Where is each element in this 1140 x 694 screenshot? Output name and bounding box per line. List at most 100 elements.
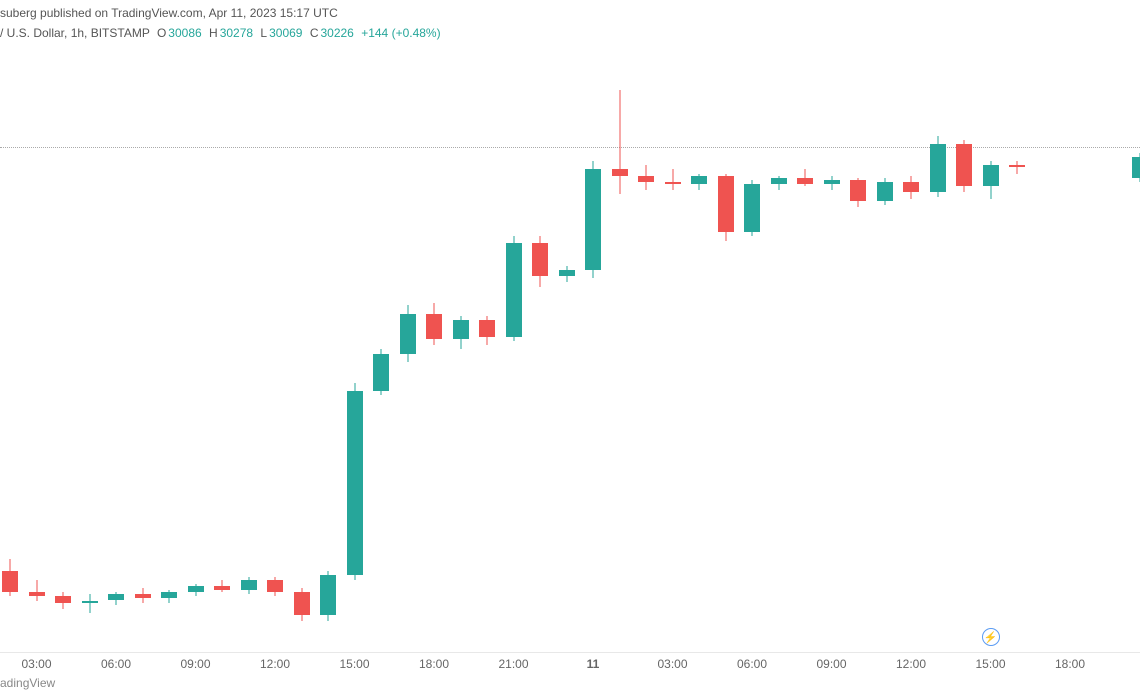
x-axis-label: 11	[587, 657, 600, 671]
publish-text: suberg published on TradingView.com, Apr…	[0, 6, 338, 20]
candle[interactable]	[320, 571, 336, 621]
candle[interactable]	[188, 584, 204, 597]
candle-wick	[1017, 161, 1018, 174]
candle[interactable]	[1132, 153, 1140, 182]
x-axis-label: 06:00	[737, 657, 767, 671]
candle-body	[214, 586, 230, 590]
candle-body	[930, 144, 946, 192]
x-axis-label: 09:00	[816, 657, 846, 671]
candle-body	[294, 592, 310, 615]
candle[interactable]	[930, 136, 946, 197]
candle-body	[956, 144, 972, 186]
candle[interactable]	[506, 236, 522, 341]
candle-body	[1132, 157, 1140, 178]
candle-body	[479, 320, 495, 337]
candle[interactable]	[373, 349, 389, 395]
candle[interactable]	[612, 90, 628, 195]
candle[interactable]	[214, 580, 230, 593]
candle[interactable]	[82, 594, 98, 613]
x-axis: 03:0006:0009:0012:0015:0018:0021:001103:…	[0, 652, 1140, 670]
symbol-ohlc-line: / U.S. Dollar, 1h, BITSTAMP O30086 H3027…	[0, 26, 441, 40]
candle-body	[82, 601, 98, 603]
x-axis-label: 18:00	[1055, 657, 1085, 671]
ohlc-o-label: O	[157, 26, 166, 40]
candle-body	[850, 180, 866, 201]
candle[interactable]	[400, 305, 416, 362]
chart-plot-area[interactable]	[0, 48, 1140, 634]
candle[interactable]	[479, 316, 495, 345]
x-axis-label: 18:00	[419, 657, 449, 671]
candle-body	[559, 270, 575, 276]
candle-body	[983, 165, 999, 186]
candle[interactable]	[161, 590, 177, 603]
candle[interactable]	[2, 559, 18, 597]
candle[interactable]	[453, 316, 469, 349]
candle-body	[665, 182, 681, 184]
candle-body	[718, 176, 734, 233]
publish-info: suberg published on TradingView.com, Apr…	[0, 6, 338, 20]
candle-body	[903, 182, 919, 192]
candle[interactable]	[559, 266, 575, 283]
candle[interactable]	[744, 180, 760, 237]
candle[interactable]	[691, 174, 707, 191]
candle-body	[638, 176, 654, 182]
candle[interactable]	[665, 169, 681, 190]
candle[interactable]	[718, 174, 734, 241]
candle-body	[691, 176, 707, 184]
candle-body	[532, 243, 548, 276]
candle-body	[29, 592, 45, 596]
candle[interactable]	[241, 577, 257, 594]
candle[interactable]	[267, 577, 283, 596]
tradingview-watermark: adingView	[0, 676, 55, 690]
ohlc-o: 30086	[168, 26, 201, 40]
candle[interactable]	[532, 236, 548, 286]
candle[interactable]	[797, 169, 813, 186]
candle-body	[2, 571, 18, 592]
candle[interactable]	[850, 178, 866, 207]
candle-body	[1009, 165, 1025, 167]
candle[interactable]	[956, 140, 972, 192]
x-axis-label: 12:00	[896, 657, 926, 671]
candle[interactable]	[585, 161, 601, 278]
x-axis-label: 06:00	[101, 657, 131, 671]
candle[interactable]	[824, 176, 840, 191]
candle-body	[241, 580, 257, 590]
candle-body	[426, 314, 442, 339]
candle-body	[824, 180, 840, 184]
candle-body	[135, 594, 151, 598]
candle-body	[188, 586, 204, 592]
x-axis-label: 21:00	[498, 657, 528, 671]
candle-body	[453, 320, 469, 339]
candle-body	[55, 596, 71, 602]
candle-wick	[619, 90, 620, 195]
ohlc-h-label: H	[209, 26, 218, 40]
candle-body	[877, 182, 893, 201]
candle[interactable]	[1009, 161, 1025, 174]
candle[interactable]	[294, 588, 310, 621]
flash-icon[interactable]: ⚡	[982, 628, 1000, 646]
candle[interactable]	[877, 178, 893, 205]
candle[interactable]	[771, 176, 787, 191]
x-axis-label: 09:00	[180, 657, 210, 671]
x-axis-label: 03:00	[21, 657, 51, 671]
x-axis-label: 12:00	[260, 657, 290, 671]
candle[interactable]	[347, 383, 363, 580]
candle[interactable]	[29, 580, 45, 601]
candle-wick	[672, 169, 673, 190]
candle-body	[108, 594, 124, 600]
ohlc-l-label: L	[260, 26, 267, 40]
x-axis-label: 15:00	[339, 657, 369, 671]
candle[interactable]	[135, 588, 151, 603]
chart-container: suberg published on TradingView.com, Apr…	[0, 0, 1140, 694]
candle[interactable]	[426, 303, 442, 345]
candle-wick	[89, 594, 90, 613]
ohlc-h: 30278	[220, 26, 253, 40]
candle[interactable]	[903, 176, 919, 199]
candle[interactable]	[108, 592, 124, 605]
candle[interactable]	[638, 165, 654, 190]
candle-body	[347, 391, 363, 575]
ohlc-l: 30069	[269, 26, 302, 40]
candle[interactable]	[983, 161, 999, 199]
candle[interactable]	[55, 592, 71, 609]
candle-body	[612, 169, 628, 175]
